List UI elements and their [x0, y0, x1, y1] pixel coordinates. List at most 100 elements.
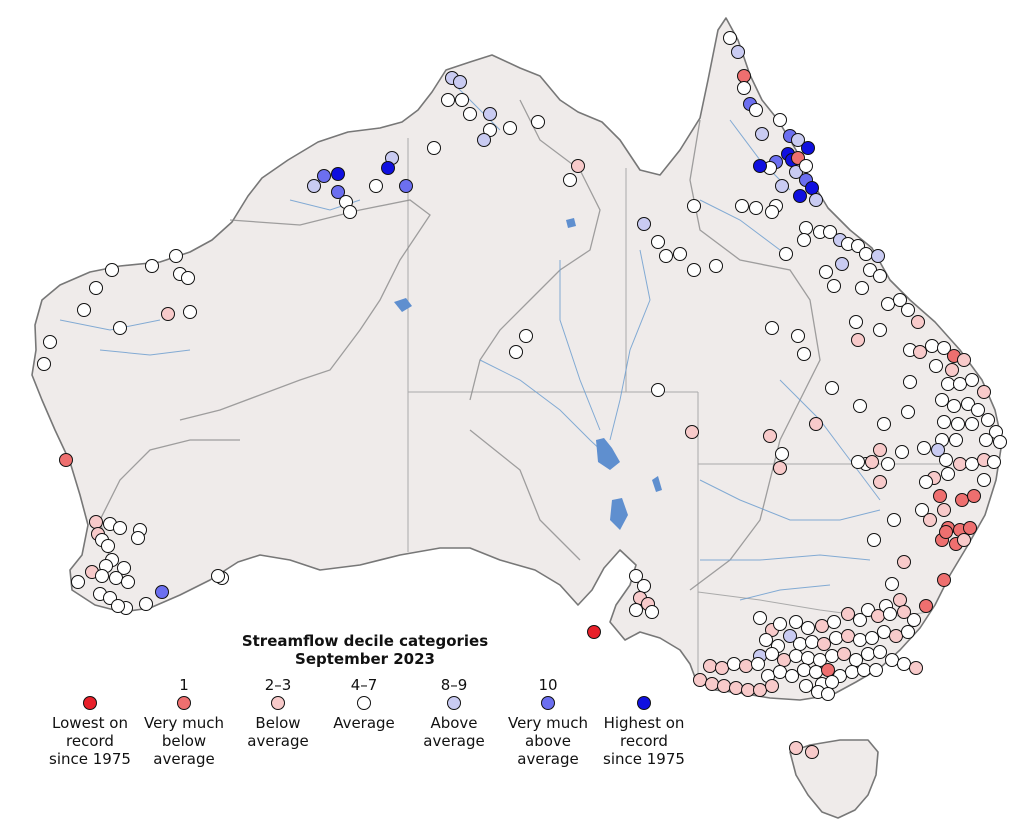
station-marker: [805, 745, 819, 759]
station-marker: [531, 115, 545, 129]
station-marker: [873, 323, 887, 337]
station-marker: [925, 339, 939, 353]
station-marker: [765, 647, 779, 661]
station-marker: [953, 457, 967, 471]
legend-dot: [177, 696, 191, 710]
station-marker: [851, 455, 865, 469]
station-marker: [789, 741, 803, 755]
legend: Lowest on record since 1975 1 Very much …: [40, 676, 700, 776]
station-marker: [801, 141, 815, 155]
station-marker: [685, 425, 699, 439]
station-marker: [859, 247, 873, 261]
station-marker: [317, 169, 331, 183]
station-marker: [979, 433, 993, 447]
station-marker: [637, 579, 651, 593]
station-marker: [59, 453, 73, 467]
station-marker: [109, 571, 123, 585]
station-marker: [729, 681, 743, 695]
legend-range: 8–9: [440, 676, 468, 694]
station-marker: [853, 633, 867, 647]
legend-item-very-much-below: 1 Very much below average: [134, 676, 234, 768]
station-marker: [809, 417, 823, 431]
station-marker: [873, 645, 887, 659]
legend-title-line1: Streamflow decile categories: [241, 632, 489, 650]
station-marker: [827, 279, 841, 293]
station-marker: [343, 205, 357, 219]
station-marker: [873, 269, 887, 283]
station-marker: [981, 413, 995, 427]
station-marker: [919, 599, 933, 613]
station-marker: [735, 199, 749, 213]
station-marker: [145, 259, 159, 273]
station-marker: [817, 637, 831, 651]
station-marker: [117, 561, 131, 575]
station-marker: [911, 315, 925, 329]
legend-dot: [357, 696, 371, 710]
legend-label: Highest on record since 1975: [603, 714, 685, 768]
drainage-divides: [99, 99, 821, 591]
station-marker: [463, 107, 477, 121]
legend-dot: [447, 696, 461, 710]
station-marker: [427, 141, 441, 155]
station-marker: [957, 533, 971, 547]
legend-item-average: 4–7 Average: [314, 676, 414, 732]
station-marker: [183, 305, 197, 319]
station-marker: [155, 585, 169, 599]
station-marker: [881, 297, 895, 311]
station-marker: [181, 271, 195, 285]
station-marker: [953, 377, 967, 391]
station-marker: [801, 621, 815, 635]
station-marker: [951, 417, 965, 431]
station-marker: [703, 659, 717, 673]
station-marker: [873, 475, 887, 489]
station-marker: [865, 455, 879, 469]
legend-title-line2: September 2023: [295, 650, 435, 668]
station-marker: [799, 679, 813, 693]
station-marker: [105, 263, 119, 277]
station-marker: [913, 345, 927, 359]
stations: [37, 31, 1007, 759]
station-marker: [977, 385, 991, 399]
station-marker: [765, 321, 779, 335]
station-marker: [727, 657, 741, 671]
station-marker: [861, 647, 875, 661]
station-marker: [789, 649, 803, 663]
station-marker: [637, 217, 651, 231]
station-marker: [793, 637, 807, 651]
station-marker: [131, 531, 145, 545]
station-marker: [113, 521, 127, 535]
station-marker: [965, 373, 979, 387]
station-marker: [971, 403, 985, 417]
station-marker: [751, 657, 765, 671]
station-marker: [587, 625, 601, 639]
station-marker: [845, 665, 859, 679]
station-marker: [791, 133, 805, 147]
station-marker: [895, 445, 909, 459]
station-marker: [799, 159, 813, 173]
station-marker: [111, 599, 125, 613]
station-marker: [915, 503, 929, 517]
legend-label: Very much above average: [507, 714, 588, 768]
station-marker: [893, 293, 907, 307]
station-marker: [923, 513, 937, 527]
station-marker: [825, 649, 839, 663]
station-marker: [785, 669, 799, 683]
station-marker: [753, 159, 767, 173]
station-marker: [963, 521, 977, 535]
station-marker: [917, 441, 931, 455]
station-marker: [987, 455, 1001, 469]
legend-title: Streamflow decile categories September 2…: [200, 632, 530, 668]
station-marker: [841, 629, 855, 643]
station-marker: [773, 617, 787, 631]
station-marker: [381, 161, 395, 175]
station-marker: [829, 631, 843, 645]
station-marker: [509, 345, 523, 359]
station-marker: [939, 453, 953, 467]
station-marker: [907, 613, 921, 627]
station-marker: [789, 615, 803, 629]
station-marker: [739, 659, 753, 673]
station-marker: [369, 179, 383, 193]
station-marker: [687, 199, 701, 213]
station-marker: [869, 663, 883, 677]
